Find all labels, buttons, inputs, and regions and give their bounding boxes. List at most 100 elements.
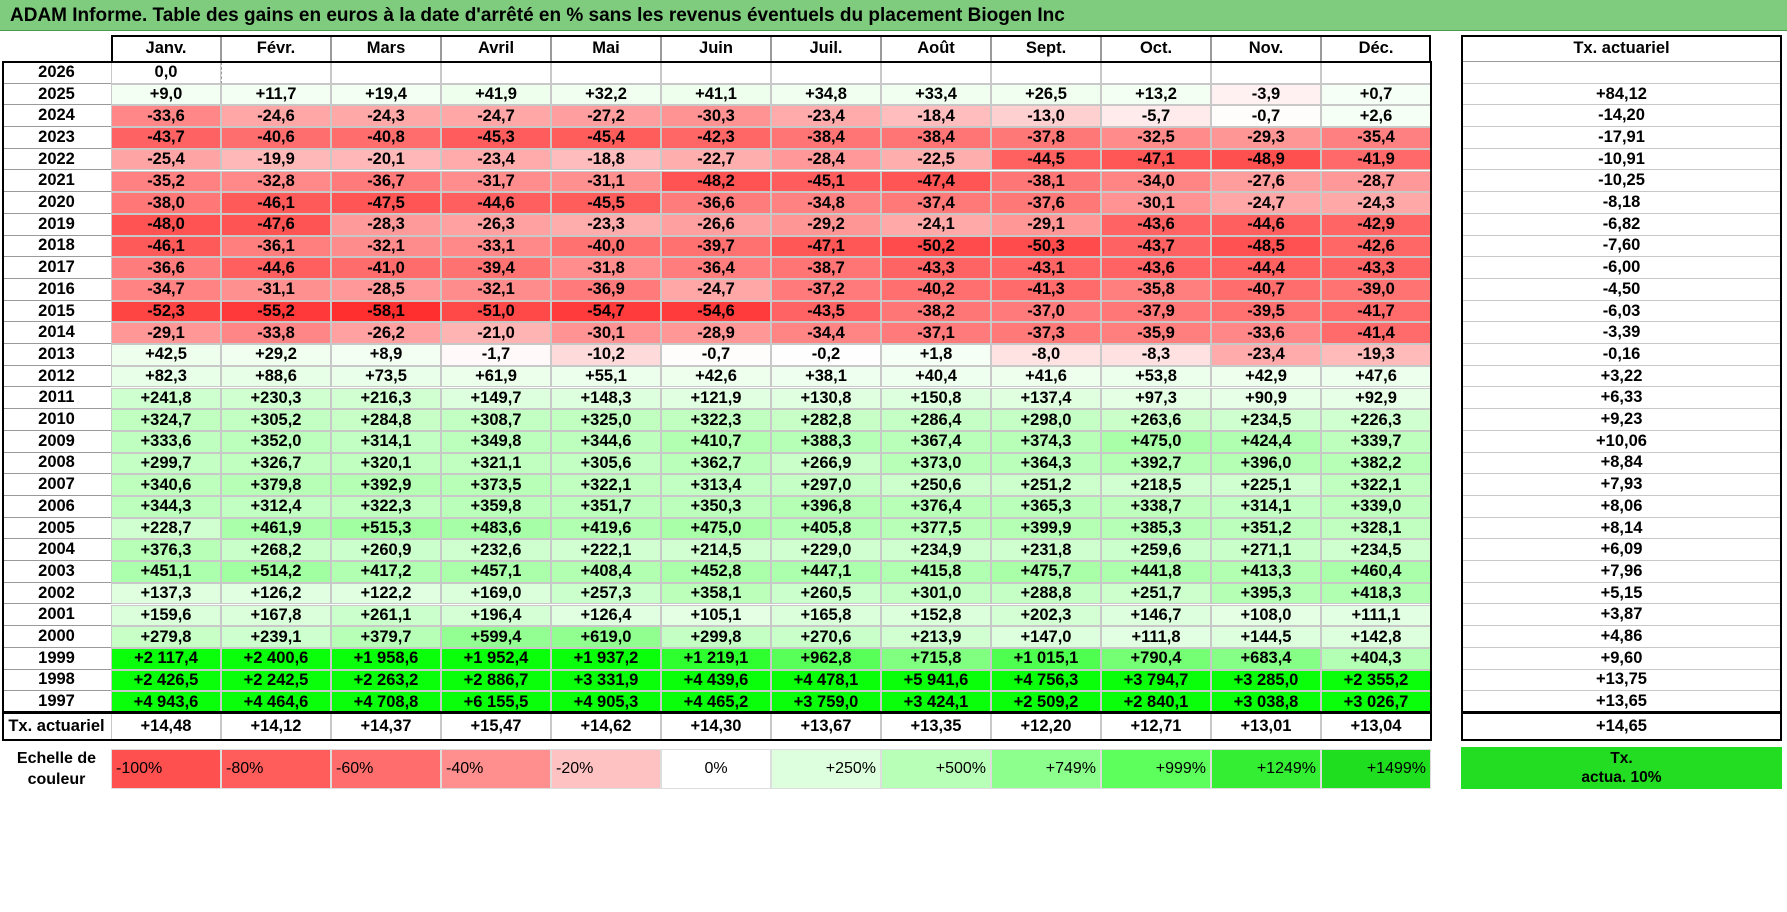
gain-cell: +418,3 — [1321, 582, 1431, 605]
gain-cell: -52,3 — [111, 300, 221, 323]
legend-swatch: -40% — [441, 749, 551, 789]
gain-cell: +202,3 — [991, 604, 1101, 627]
gain-cell: -32,8 — [221, 170, 331, 193]
gain-cell: +328,1 — [1321, 517, 1431, 540]
gain-cell: +382,2 — [1321, 452, 1431, 475]
gain-cell: -47,6 — [221, 213, 331, 236]
year-label: 2018 — [2, 236, 111, 258]
gain-cell: -46,1 — [111, 235, 221, 258]
gain-cell: +314,1 — [331, 430, 441, 453]
gain-cell: +1 952,4 — [441, 647, 551, 670]
year-label: 2007 — [2, 474, 111, 496]
gain-cell: +29,2 — [221, 344, 331, 366]
gain-cell: +2 426,5 — [111, 669, 221, 692]
rate-cell: -4,50 — [1461, 279, 1782, 301]
legend-rate-line2: actua. 10% — [1581, 769, 1662, 786]
gain-cell: +365,3 — [991, 496, 1101, 518]
gain-cell: -48,0 — [111, 213, 221, 236]
gain-cell: +350,3 — [661, 496, 771, 518]
gain-cell: +270,6 — [771, 626, 881, 648]
gain-cell: +4 943,6 — [111, 691, 221, 713]
footer-total-rate: +14,65 — [1596, 716, 1647, 735]
gain-cell: +3 285,0 — [1211, 669, 1321, 692]
gain-cell: +282,8 — [771, 409, 881, 431]
gain-cell: -54,6 — [661, 300, 771, 323]
gain-cell: -31,7 — [441, 170, 551, 193]
gain-cell: +47,6 — [1321, 365, 1431, 388]
rate-cell — [1461, 62, 1782, 84]
gain-cell: -29,3 — [1211, 127, 1321, 149]
gain-cell: -44,6 — [441, 192, 551, 214]
gain-cell: -51,0 — [441, 300, 551, 323]
gain-cell: +352,0 — [221, 430, 331, 453]
gain-cell: +475,7 — [991, 561, 1101, 583]
year-label: 1999 — [2, 648, 111, 670]
gain-cell: +313,4 — [661, 474, 771, 496]
gain-cell: +40,4 — [881, 365, 991, 388]
gain-cell: +82,3 — [111, 365, 221, 388]
gain-cell: +5 941,6 — [881, 669, 991, 692]
gain-cell: +514,2 — [221, 561, 331, 583]
gain-cell: +1 937,2 — [551, 647, 661, 670]
gain-cell: -34,4 — [771, 322, 881, 345]
rate-cell: -10,25 — [1461, 171, 1782, 193]
gain-cell: -37,6 — [991, 192, 1101, 214]
legend-swatch: -80% — [221, 749, 331, 789]
gain-cell: +41,9 — [441, 83, 551, 106]
gain-cell: +196,4 — [441, 604, 551, 627]
rate-cell: +13,75 — [1461, 670, 1782, 692]
gain-cell: +111,8 — [1101, 626, 1211, 648]
gain-cell: +230,3 — [221, 387, 331, 410]
gain-cell: +122,2 — [331, 582, 441, 605]
gain-cell: +121,9 — [661, 387, 771, 410]
gain-cell — [441, 62, 551, 84]
gain-cell: -36,7 — [331, 170, 441, 193]
gain-cell: +483,6 — [441, 517, 551, 540]
gain-cell: +263,6 — [1101, 409, 1211, 431]
gain-cell: +286,4 — [881, 409, 991, 431]
footer-rate-cell: +14,37 — [331, 711, 441, 741]
rate-cell: -6,03 — [1461, 301, 1782, 323]
year-label: 2015 — [2, 301, 111, 323]
legend-swatch: +999% — [1101, 749, 1211, 789]
gain-cell: +9,0 — [111, 83, 221, 106]
legend-swatch: +250% — [771, 749, 881, 789]
gain-cell: +299,8 — [661, 626, 771, 648]
gain-cell: +314,1 — [1211, 496, 1321, 518]
gain-cell: -22,5 — [881, 148, 991, 171]
gain-cell: +241,8 — [111, 387, 221, 410]
gain-cell: -28,3 — [331, 213, 441, 236]
gain-cell: -20,1 — [331, 148, 441, 171]
gain-cell: +322,1 — [1321, 474, 1431, 496]
gain-cell: +4 708,8 — [331, 691, 441, 713]
gain-cell: -24,3 — [331, 105, 441, 128]
gain-cell: +42,5 — [111, 344, 221, 366]
gain-cell: +367,4 — [881, 430, 991, 453]
gain-cell: +417,2 — [331, 561, 441, 583]
gain-cell: +152,8 — [881, 604, 991, 627]
gain-cell: +1 015,1 — [991, 647, 1101, 670]
gain-cell: -43,3 — [881, 257, 991, 279]
gain-cell: -26,3 — [441, 213, 551, 236]
year-label: 2020 — [2, 192, 111, 214]
gain-cell: -55,2 — [221, 300, 331, 323]
gain-cell: +3 794,7 — [1101, 669, 1211, 692]
gain-cell: +251,7 — [1101, 582, 1211, 605]
gain-cell: +325,0 — [551, 409, 661, 431]
gain-cell: -39,5 — [1211, 300, 1321, 323]
year-label: 2000 — [2, 626, 111, 648]
gain-cell: +392,9 — [331, 474, 441, 496]
gain-cell: -1,7 — [441, 344, 551, 366]
month-header: Mai — [551, 35, 661, 62]
gain-cell: -21,0 — [441, 322, 551, 345]
gain-cell: +441,8 — [1101, 561, 1211, 583]
gain-cell: -42,9 — [1321, 213, 1431, 236]
year-label: 2022 — [2, 149, 111, 171]
gain-cell: -39,7 — [661, 235, 771, 258]
gain-cell: +105,1 — [661, 604, 771, 627]
gain-cell: -41,0 — [331, 257, 441, 279]
gain-cell: -38,4 — [771, 127, 881, 149]
gain-cell: -30,1 — [1101, 192, 1211, 214]
year-label: 2005 — [2, 518, 111, 540]
gain-cell: +90,9 — [1211, 387, 1321, 410]
